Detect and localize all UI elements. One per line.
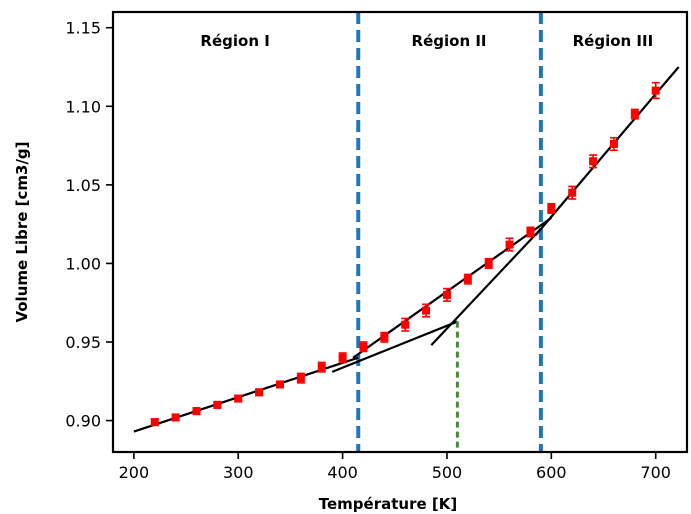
x-axis-title: Température [K] [319,495,457,513]
data-point [150,418,159,427]
data-point [526,226,535,238]
fit-line [534,66,680,236]
x-axis-ticks: 200 300 400 500 600 700 [119,452,671,482]
x-tick-label: 400 [327,463,358,482]
data-point [192,407,201,416]
x-tick-label: 300 [223,463,254,482]
data-marker [630,110,639,119]
data-points [150,81,660,427]
region-labels: Région I Région II Région III [200,32,653,50]
x-tick-label: 700 [640,463,671,482]
region-label: Région I [200,32,269,50]
data-marker [609,140,618,148]
data-marker [568,188,577,197]
data-marker [317,363,326,372]
data-marker [234,394,243,403]
data-point [338,352,347,364]
data-point [505,237,514,252]
region-label: Région II [412,32,487,50]
data-point [401,317,410,332]
data-marker [359,342,368,351]
data-marker [651,86,660,95]
region-label: Région III [573,32,654,50]
data-marker [484,259,493,268]
data-marker [171,413,180,422]
data-point [547,202,556,214]
data-marker [150,418,159,427]
data-point [234,394,243,403]
region-boundaries [356,12,543,452]
y-axis-title: Volume Libre [cm3/g] [13,141,31,322]
y-tick-label: 0.95 [65,333,101,352]
y-tick-label: 1.10 [65,97,101,116]
data-marker [442,290,451,299]
data-marker [255,388,264,397]
y-tick-label: 1.00 [65,254,101,273]
data-marker [213,400,222,409]
data-point [275,380,284,389]
x-tick-label: 200 [119,463,150,482]
data-marker [401,320,410,329]
data-marker [505,240,514,249]
data-point [359,341,368,353]
data-marker [463,275,472,284]
data-point [463,273,472,285]
x-tick-label: 500 [432,463,463,482]
x-tick-label: 600 [536,463,567,482]
data-marker [192,407,201,416]
data-point [296,372,305,384]
data-marker [422,306,431,315]
fit-line [430,228,542,346]
data-point [589,154,598,169]
data-point [317,361,326,373]
y-axis-ticks: 0.90 0.95 1.00 1.05 1.10 1.15 [65,19,113,431]
fit-lines [133,66,680,433]
data-marker [380,333,389,342]
data-point [255,388,264,397]
data-point [630,108,639,120]
data-marker [589,157,598,166]
data-point [213,400,222,409]
data-marker [275,380,284,389]
fit-line [331,320,458,373]
data-marker [526,228,535,236]
data-marker [338,353,347,362]
y-tick-label: 1.05 [65,176,101,195]
data-point [380,331,389,343]
data-marker [296,374,305,383]
y-tick-label: 1.15 [65,19,101,38]
data-point [609,136,618,152]
data-point [568,185,577,200]
data-marker [547,204,556,213]
data-point [171,413,180,422]
data-point [651,81,660,100]
plot-frame [111,10,689,454]
y-tick-label: 0.90 [65,412,101,431]
data-point [484,257,493,269]
data-point [422,303,431,318]
data-point [442,287,451,302]
